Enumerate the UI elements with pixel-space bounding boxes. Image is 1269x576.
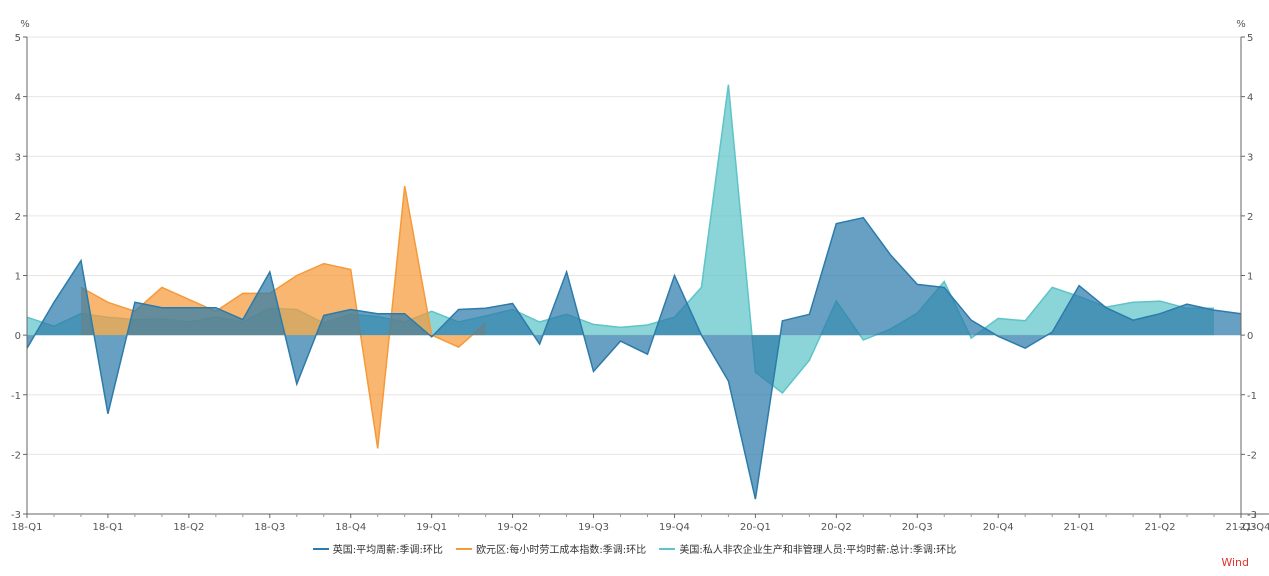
series-area-0 <box>27 84 1214 393</box>
legend: 英国:平均周薪:季调:环比 欧元区:每小时劳工成本指数:季调:环比 美国:私人非… <box>0 541 1269 556</box>
grid <box>27 36 1241 515</box>
legend-label-uk: 英国:平均周薪:季调:环比 <box>332 545 443 556</box>
y-unit-left: % <box>20 19 30 30</box>
x-tick-label: 18-Q1 <box>12 522 43 533</box>
series-area-2 <box>27 217 1241 500</box>
x-tick-label: 18-Q3 <box>254 522 285 533</box>
y-tick-label-right: 2 <box>1247 212 1253 223</box>
y-tick-label-left: 3 <box>15 152 21 163</box>
y-tick-label-left: -1 <box>11 391 21 402</box>
x-tick-label: 19-Q3 <box>578 522 609 533</box>
legend-swatch-uk <box>312 547 329 550</box>
x-tick-label: 20-Q1 <box>740 522 771 533</box>
x-tick-label: 21-Q3 <box>1226 522 1257 533</box>
legend-swatch-eurozone <box>456 547 473 550</box>
y-tick-label-left: 0 <box>15 331 21 342</box>
x-tick-label: 20-Q3 <box>902 522 933 533</box>
y-tick-label-left: 2 <box>15 212 21 223</box>
y-tick-label-right: -1 <box>1247 391 1257 402</box>
brand-logo-text: Wind <box>1221 556 1249 569</box>
y-tick-label-right: 0 <box>1247 331 1253 342</box>
legend-label-eurozone: 欧元区:每小时劳工成本指数:季调:环比 <box>476 545 647 556</box>
y-tick-label-left: 4 <box>15 93 21 104</box>
chart-svg: -3 -3 -2 -2 -1 -1 0 0 1 1 2 2 3 3 4 4 5 5% % 18-Q1 18-Q1 18-Q… <box>11 19 1269 533</box>
y-tick-label-right: 3 <box>1247 152 1253 163</box>
x-tick-label: 20-Q2 <box>821 522 852 533</box>
series-areas <box>26 84 1242 500</box>
series-area-1 <box>81 186 486 449</box>
x-tick-label: 20-Q4 <box>983 522 1014 533</box>
x-tick-label: 21-Q1 <box>1064 522 1095 533</box>
x-tick-label: 18-Q1 <box>92 522 123 533</box>
y-tick-label-right: 5 <box>1247 33 1253 44</box>
legend-swatch-us <box>659 547 676 550</box>
series-line-2 <box>26 216 1242 500</box>
x-tick-label: 21-Q2 <box>1145 522 1176 533</box>
legend-item-eurozone[interactable]: 欧元区:每小时劳工成本指数:季调:环比 <box>456 541 646 556</box>
axes: -3 -3 -2 -2 -1 -1 0 0 1 1 2 2 3 3 4 4 5 5% % 18-Q1 18-Q1 18-Q… <box>11 19 1269 533</box>
y-tick-label-left: 1 <box>15 272 21 283</box>
y-tick-label-right: -2 <box>1247 450 1257 461</box>
y-tick-label-left: 5 <box>15 33 21 44</box>
x-tick-label: 18-Q4 <box>335 522 366 533</box>
legend-label-us: 美国:私人非农企业生产和非管理人员:平均时薪:总计:季调:环比 <box>679 545 957 556</box>
y-unit-right: % <box>1236 19 1246 30</box>
series-line-1 <box>80 185 487 449</box>
legend-item-us[interactable]: 美国:私人非农企业生产和非管理人员:平均时薪:总计:季调:环比 <box>659 541 956 556</box>
y-tick-label-left: -2 <box>11 450 21 461</box>
y-tick-label-right: -3 <box>1247 510 1257 521</box>
x-tick-label: 19-Q2 <box>497 522 528 533</box>
legend-item-uk[interactable]: 英国:平均周薪:季调:环比 <box>312 541 443 556</box>
x-tick-label: 19-Q1 <box>416 522 447 533</box>
y-tick-label-left: -3 <box>11 510 21 521</box>
y-tick-label-right: 1 <box>1247 272 1253 283</box>
x-tick-label: 18-Q2 <box>173 522 204 533</box>
y-tick-label-right: 4 <box>1247 93 1253 104</box>
x-tick-label: 21-Q4 <box>1240 522 1269 533</box>
series-line-0 <box>26 84 1214 395</box>
x-tick-label: 19-Q4 <box>659 522 690 533</box>
